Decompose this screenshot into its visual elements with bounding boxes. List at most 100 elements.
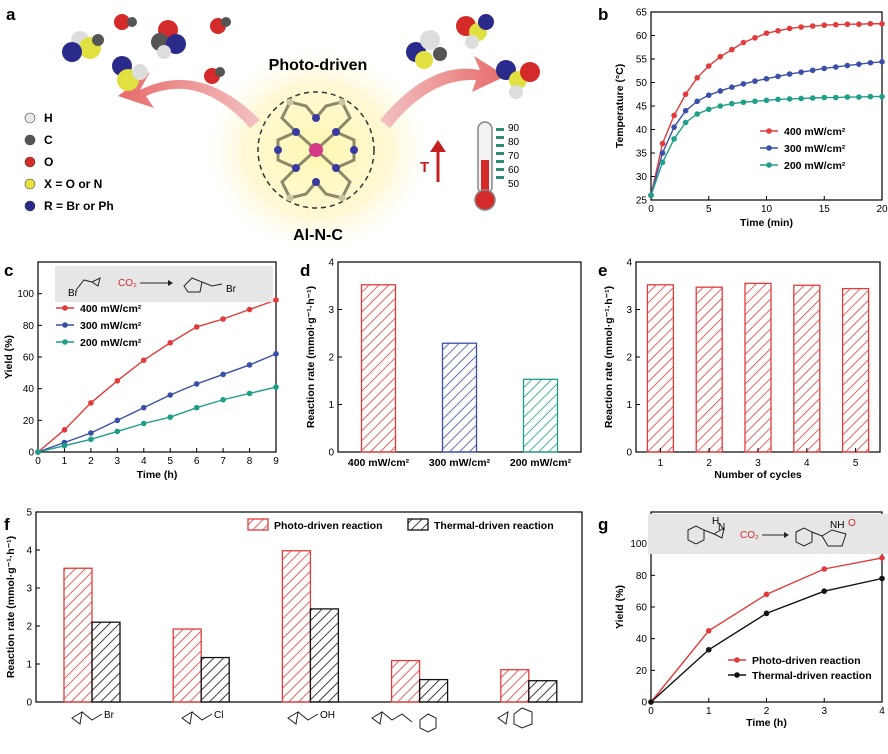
chart-g-xtick-label-1: 1 <box>706 706 712 717</box>
panel-label-f: f <box>4 515 10 534</box>
chart-c-ytick-label-0: 0 <box>28 448 34 459</box>
chart-d-category-label-1: 300 mW/cm² <box>429 457 491 469</box>
chart-b-point-2-20 <box>879 93 885 100</box>
chart-d-bar-0 <box>360 284 397 453</box>
chart-b-point-0-6 <box>717 53 724 60</box>
scheme-c-br2: Br <box>226 284 237 295</box>
chart-b-legend-marker-1 <box>766 145 772 151</box>
chart-b-point-2-11 <box>775 96 781 103</box>
chart-g-ytick-label-0: 0 <box>641 698 647 709</box>
chart-g-legend-label-0: Photo-driven reaction <box>752 655 861 667</box>
chart-b-point-2-0 <box>648 192 654 199</box>
chart-c-point-2-0 <box>35 449 41 455</box>
chart-b-point-2-19 <box>867 93 874 100</box>
chart-b-point-0-11 <box>775 28 781 34</box>
chart-c-yield: 0 20 40 60 80 100 Yield (%) Time (h) 0 1 2 3 4 5 6 7 8 9 4… <box>3 261 279 481</box>
chart-c-point-0-2 <box>88 400 94 406</box>
chart-b-point-1-11 <box>775 73 781 80</box>
chart-f-bar-1-1 <box>200 656 230 703</box>
chart-g-point-1-3 <box>821 588 828 594</box>
chart-c-point-1-7 <box>220 371 226 378</box>
chart-b-point-2-12 <box>786 96 793 102</box>
chart-c-point-0-8 <box>246 306 253 313</box>
chart-g-xtick-label-4: 4 <box>879 706 885 717</box>
chart-c-legend-marker-1 <box>62 322 68 328</box>
chart-f-ytick-label-5: 5 <box>26 508 32 519</box>
chart-g-xtick-label-2: 2 <box>764 706 770 717</box>
chart-c-point-0-4 <box>140 357 147 363</box>
chart-g-yield-aziridine: 0 20 40 60 80 100 Yield (%) Time (h) 0 1 2 3 4 Photo-… <box>614 511 885 729</box>
chart-c-point-2-7 <box>220 396 226 403</box>
chart-b-point-2-18 <box>856 94 862 100</box>
legend-text-x: X = O or N <box>44 177 102 191</box>
chart-c-point-1-3 <box>114 417 121 424</box>
chart-e-bar-1 <box>695 286 723 453</box>
scheme-c-br1: Br <box>68 288 79 299</box>
chart-b-ytick-label-1: 30 <box>636 172 648 183</box>
chart-b-point-2-1 <box>659 159 666 166</box>
chart-b-point-2-3 <box>682 119 689 126</box>
substrate-styrene-oxide-icon <box>497 707 533 729</box>
chart-b-point-2-7 <box>729 100 735 107</box>
chart-b-point-0-7 <box>729 46 735 53</box>
chart-b-point-1-2 <box>671 124 677 130</box>
chart-g-legend-marker-1 <box>734 672 740 678</box>
chart-e-category-label-1: 2 <box>706 458 712 469</box>
chart-e-category-label-3: 4 <box>804 458 810 469</box>
chart-b-legend-label-0: 400 mW/cm² <box>784 126 846 138</box>
chart-f-bar-1-4 <box>528 680 558 703</box>
chart-c-point-0-9 <box>273 297 279 303</box>
chart-f-bar-1-0 <box>91 621 121 703</box>
panel-label-d: d <box>300 261 310 280</box>
chart-c-point-0-7 <box>220 316 226 322</box>
panel-label-e: e <box>598 261 607 280</box>
chart-b-point-1-12 <box>786 71 793 77</box>
chart-c-legend-label-1: 300 mW/cm² <box>80 320 142 332</box>
chart-g-point-1-4 <box>879 575 885 582</box>
chart-c-ytick-label-1: 20 <box>23 416 35 427</box>
chart-b-xtick-label-3: 15 <box>819 204 831 215</box>
chart-e-category-label-2: 3 <box>755 458 761 469</box>
legend-swatch-h <box>24 112 36 124</box>
chart-e-ytick-label-0: 0 <box>626 448 632 459</box>
chart-c-point-2-5 <box>167 414 174 420</box>
chart-c-series-line-2 <box>37 386 277 453</box>
chart-c-point-2-2 <box>88 436 94 443</box>
chart-b-legend-label-2: 200 mW/cm² <box>784 160 846 172</box>
chart-b-point-1-7 <box>729 84 735 90</box>
aziridine-icon <box>687 525 725 545</box>
chart-g-point-0-2 <box>763 591 770 598</box>
chart-c-point-1-5 <box>167 392 174 398</box>
chart-c-xtick-label-3: 3 <box>115 456 121 467</box>
chart-f-bar-0-1 <box>172 628 202 703</box>
substrate-bromide-icon <box>71 711 103 725</box>
chart-b-point-2-14 <box>809 95 816 101</box>
chart-b-legend-marker-2 <box>766 162 772 168</box>
cyclic-carbonate-icon <box>183 277 223 293</box>
chart-b-xtick-label-2: 10 <box>761 204 773 215</box>
chart-b-ytick-label-3: 40 <box>636 125 648 136</box>
chart-f-ylabel: Reaction rate (mmol·g⁻¹·h⁻¹) <box>5 536 17 678</box>
chart-b-ytick-label-7: 60 <box>636 31 648 42</box>
chart-b-point-2-8 <box>740 99 747 106</box>
chart-c-point-2-3 <box>114 428 121 435</box>
chart-f-legend-swatch-0 <box>247 518 269 531</box>
chart-d-ytick-label-1: 1 <box>328 400 334 411</box>
scheme-g-n: N <box>718 522 725 533</box>
scheme-g-o: O <box>848 518 856 529</box>
chart-c-point-0-1 <box>61 427 68 433</box>
chart-g-point-0-4 <box>879 555 885 561</box>
chart-c-series-line-0 <box>37 299 277 453</box>
chart-f-legend-label-1: Thermal-driven reaction <box>434 520 554 532</box>
epoxide-bromide-icon <box>75 277 101 291</box>
atom-legend: H C O X = O or N R = Br or Ph <box>24 111 114 213</box>
chart-b-point-2-2 <box>671 136 677 142</box>
substrate-glycidol-icon <box>287 711 319 725</box>
chart-b-point-1-6 <box>717 88 724 94</box>
chart-c-point-2-9 <box>273 384 279 390</box>
chart-e-ytick-label-3: 3 <box>626 305 632 316</box>
scheme-c-reagent: CO₂ <box>118 278 137 289</box>
substrate-label-cl: Cl <box>214 710 223 721</box>
chart-b-point-1-4 <box>694 98 700 105</box>
chart-c-ylabel: Yield (%) <box>3 335 15 379</box>
